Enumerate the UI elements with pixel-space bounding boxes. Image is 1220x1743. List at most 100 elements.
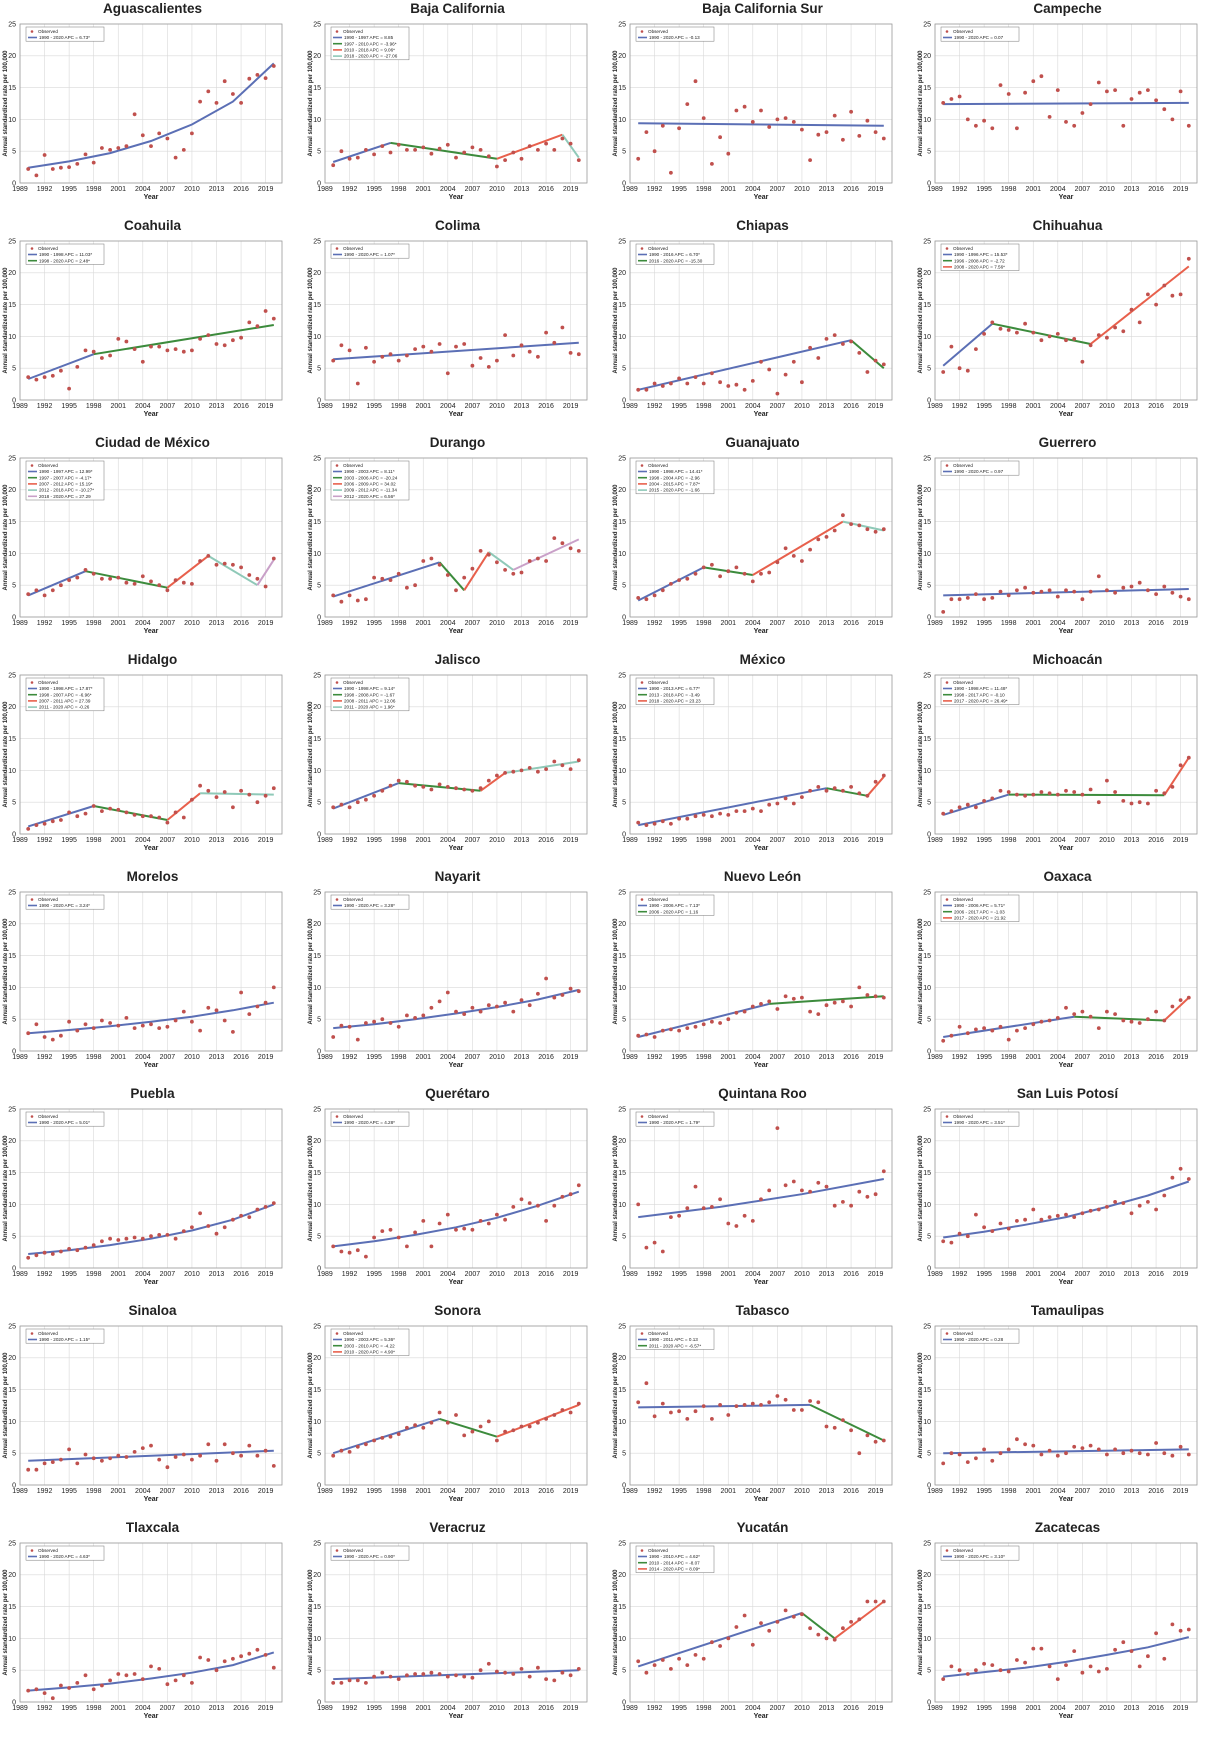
observed-point	[849, 1620, 853, 1624]
x-tick-label: 2019	[563, 186, 579, 193]
observed-point	[841, 788, 845, 793]
observed-point	[239, 101, 244, 105]
observed-point	[83, 152, 88, 157]
observed-point	[100, 1239, 104, 1244]
observed-point	[685, 1663, 690, 1667]
observed-point	[478, 356, 483, 360]
x-tick-label: 2013	[1124, 403, 1140, 410]
x-axis-label: Year	[449, 845, 464, 852]
chart-title: Sonora	[434, 1303, 481, 1318]
observed-point	[800, 127, 804, 132]
observed-point	[519, 1197, 524, 1202]
x-tick-label: 2013	[514, 1054, 530, 1061]
x-tick-label: 2001	[720, 620, 736, 627]
legend-entry: 1998 - 2004 APC = -2.96	[649, 475, 700, 480]
observed-point	[636, 1033, 641, 1038]
legend-entry: 1997 - 2010 APC = -3.96*	[344, 41, 397, 46]
x-tick-label: 2007	[465, 403, 481, 410]
y-tick-label: 10	[923, 334, 931, 341]
observed-point	[91, 1026, 96, 1030]
y-tick-label: 15	[313, 1387, 321, 1394]
y-tick-label: 25	[313, 1540, 321, 1547]
y-tick-label: 5	[927, 1234, 931, 1241]
x-tick-label: 1989	[927, 1054, 943, 1061]
observed-point	[965, 1234, 970, 1239]
y-axis-label: Annual standardized rate per 100,000	[3, 1569, 9, 1676]
observed-point	[445, 573, 450, 577]
observed-point	[380, 144, 385, 149]
x-tick-label: 1989	[622, 1705, 638, 1712]
chart-title: Veracruz	[429, 1520, 486, 1535]
chart-panel: Nuevo León 1989 1992 1995 1998 2001 2004 2007 20…	[610, 868, 915, 1085]
x-axis-label: Year	[144, 411, 159, 418]
x-tick-label: 2001	[1025, 620, 1041, 627]
y-tick-label: 0	[927, 1265, 931, 1272]
observed-point	[372, 1235, 376, 1240]
y-tick-label: 0	[317, 1699, 321, 1706]
observed-point	[841, 513, 845, 518]
observed-point	[50, 1460, 55, 1464]
x-tick-label: 1989	[927, 403, 943, 410]
observed-point	[816, 1632, 821, 1637]
observed-point	[1105, 1009, 1109, 1014]
observed-point	[454, 588, 458, 593]
observed-point	[347, 1250, 352, 1255]
observed-point	[965, 117, 970, 122]
observed-point	[124, 144, 129, 149]
x-tick-label: 1992	[647, 837, 663, 844]
observed-point	[660, 819, 665, 824]
trend-segment	[1074, 1015, 1165, 1022]
observed-point	[644, 823, 649, 827]
legend-entry: 1990 - 2020 APC = 0.07	[954, 35, 1004, 40]
observed-point	[355, 1248, 360, 1253]
observed-point	[247, 792, 252, 797]
x-tick-label: 2019	[258, 1705, 274, 1712]
observed-point	[957, 805, 962, 810]
observed-point	[644, 1381, 649, 1386]
observed-point	[816, 1012, 821, 1016]
y-axis-label: Annual standardized rate per 100,000	[308, 267, 314, 374]
observed-point	[1105, 1452, 1109, 1457]
x-tick-label: 1998	[86, 1271, 102, 1278]
x-tick-label: 2019	[868, 1054, 884, 1061]
observed-point	[759, 1197, 763, 1202]
observed-point	[560, 763, 565, 768]
observed-point	[445, 1420, 450, 1425]
x-tick-label: 2016	[538, 1271, 554, 1278]
observed-point	[50, 1696, 55, 1701]
x-tick-label: 2007	[160, 186, 176, 193]
x-tick-label: 2007	[465, 1488, 481, 1495]
observed-point	[949, 1451, 954, 1456]
observed-point	[552, 1678, 557, 1683]
plot-frame	[934, 23, 1198, 184]
legend-entry: 2012 - 2020 APC = 6.56*	[344, 494, 395, 499]
observed-point	[1170, 1004, 1175, 1009]
observed-point	[718, 1644, 722, 1648]
observed-point	[421, 344, 426, 349]
observed-point	[405, 585, 409, 590]
legend-entry: 1990 - 1996 APC = 15.53*	[954, 252, 1008, 257]
x-tick-label: 1992	[952, 1054, 968, 1061]
observed-point	[405, 1244, 409, 1249]
observed-point	[173, 1236, 178, 1241]
observed-point	[669, 582, 673, 586]
observed-point	[59, 1249, 63, 1254]
observed-point	[355, 381, 360, 386]
observed-point	[445, 371, 450, 376]
x-tick-label: 1998	[696, 620, 712, 627]
observed-point	[421, 559, 426, 563]
x-tick-label: 1989	[317, 186, 333, 193]
y-tick-label: 10	[313, 1636, 321, 1643]
observed-point	[206, 1224, 211, 1228]
observed-point	[849, 1203, 853, 1208]
observed-point	[42, 153, 47, 157]
observed-point	[1064, 788, 1068, 793]
chart-panel: Aguascalientes 1989 1992 1995 1998 2001 2004 20…	[0, 0, 305, 217]
observed-point	[388, 1227, 393, 1232]
y-tick-label: 20	[313, 704, 321, 711]
plot-frame	[934, 240, 1198, 401]
observed-point	[1162, 283, 1167, 288]
y-tick-label: 15	[8, 85, 16, 92]
